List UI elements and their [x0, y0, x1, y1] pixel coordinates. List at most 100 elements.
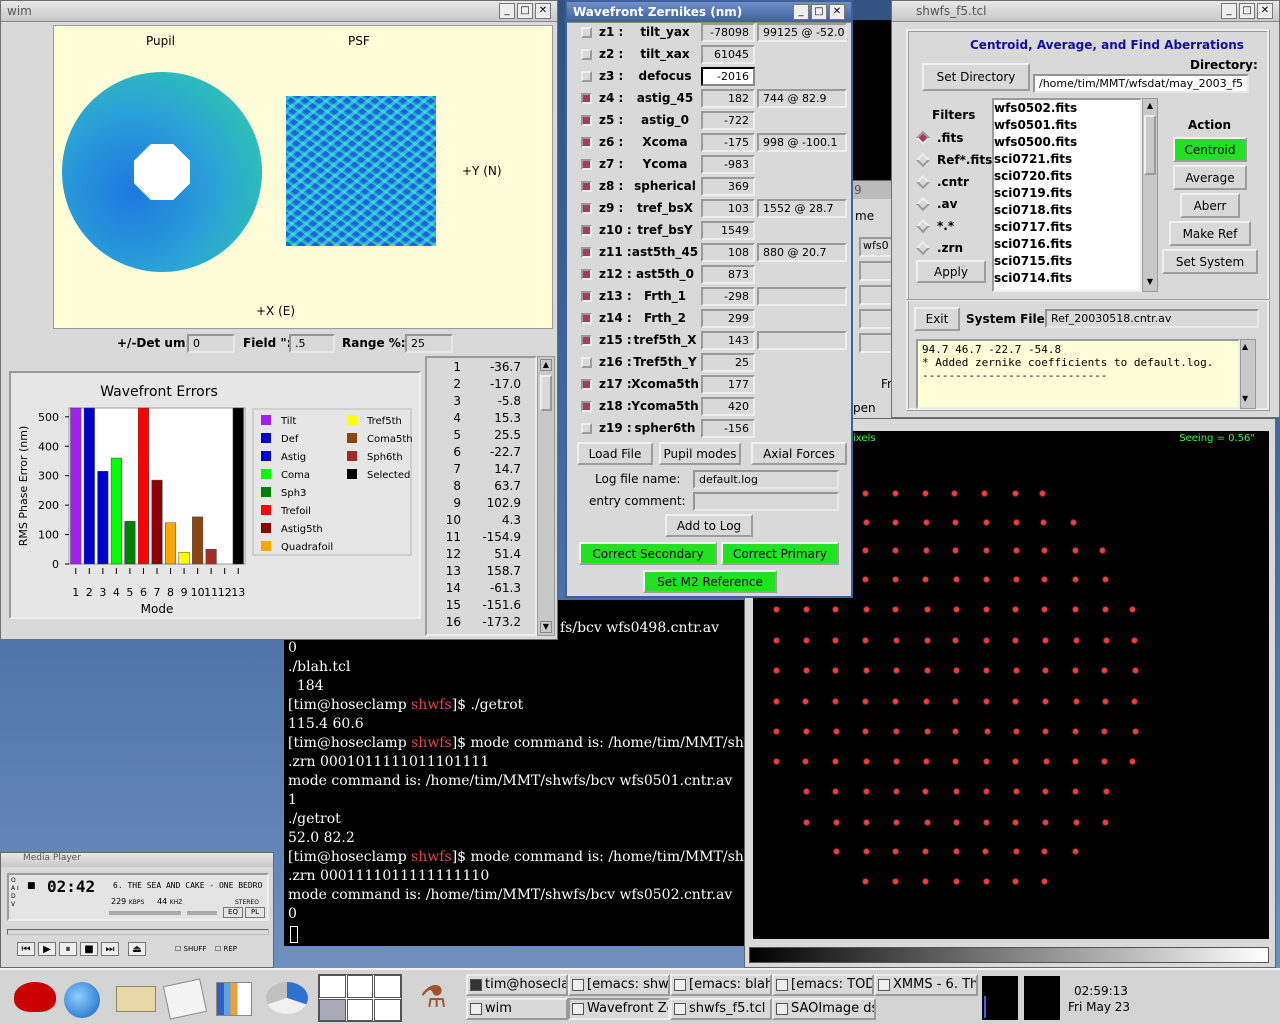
zernike-checkbox[interactable] — [581, 49, 592, 60]
zernike-checkbox[interactable] — [581, 269, 592, 280]
zernike-value[interactable]: 420 — [701, 397, 755, 416]
wim-window[interactable]: wim _ □ ✕ Pupil PSF +Y (N) +X (E) +/-Det… — [0, 0, 558, 640]
minimize-icon[interactable]: _ — [499, 3, 515, 19]
shwfs-window[interactable]: shwfs_f5.tcl _ □ ✕ Centroid, Average, an… — [891, 0, 1280, 418]
list-item[interactable]: 10 4.3 — [443, 513, 535, 530]
saoimage-window[interactable]: ixels Seeing = 0.56" — [744, 418, 1276, 968]
shwfs-log-text[interactable]: 94.7 46.7 -22.7 -54.8 * Added zernike co… — [916, 339, 1240, 409]
zernike-checkbox[interactable] — [581, 247, 592, 258]
zernike-magnitude[interactable]: 998 @ -100.1 — [757, 133, 847, 152]
task-button[interactable]: [emacs: TOD — [772, 974, 874, 996]
zernike-checkbox[interactable] — [581, 357, 592, 368]
maximize-icon[interactable]: □ — [811, 4, 827, 20]
zernike-value[interactable]: -722 — [701, 111, 755, 130]
axial-forces-button[interactable]: Axial Forces — [751, 442, 847, 465]
scroll-down-icon[interactable]: ▼ — [1242, 394, 1249, 403]
filter-label[interactable]: .zrn — [937, 241, 964, 255]
correct-primary-button[interactable]: Correct Primary — [721, 542, 839, 565]
file-list-item[interactable]: sci0717.fits — [994, 220, 1073, 234]
close-icon[interactable]: ✕ — [829, 4, 845, 20]
browser-icon[interactable] — [64, 982, 100, 1018]
zernike-checkbox[interactable] — [581, 313, 592, 324]
file-list[interactable]: wfs0502.fits wfs0501.fits wfs0500.fits sci0… — [992, 98, 1142, 292]
scroll-up-icon[interactable]: ▲ — [1146, 101, 1154, 110]
zernike-magnitude[interactable] — [757, 331, 847, 350]
pause-icon[interactable]: ⏸ — [59, 942, 77, 956]
system-file-input[interactable]: Ref_20030518.cntr.av — [1045, 309, 1259, 328]
filter-label[interactable]: .cntr — [937, 175, 969, 189]
scroll-up-icon[interactable]: ▲ — [540, 359, 552, 371]
zernike-checkbox[interactable] — [581, 379, 592, 390]
add-to-log-button[interactable]: Add to Log — [665, 514, 753, 537]
file-list-item[interactable]: wfs0501.fits — [994, 118, 1078, 132]
wim-titlebar[interactable]: wim _ □ ✕ — [1, 1, 557, 22]
zernike-checkbox[interactable] — [581, 291, 592, 302]
pl-button[interactable]: PL — [245, 907, 265, 918]
set-system-button[interactable]: Set System — [1162, 249, 1258, 274]
load-file-button[interactable]: Load File — [577, 442, 653, 465]
play-icon[interactable]: ▶ — [38, 942, 56, 956]
entry-comment-input[interactable] — [693, 492, 839, 511]
set-directory-button[interactable]: Set Directory — [922, 63, 1030, 91]
mail-icon[interactable] — [116, 986, 156, 1012]
zernike-value[interactable]: 61045 — [701, 45, 755, 64]
pupil-modes-button[interactable]: Pupil modes — [659, 442, 741, 465]
log-file-input[interactable]: default.log — [693, 470, 839, 489]
file-list-item[interactable]: sci0716.fits — [994, 237, 1073, 251]
zernike-value[interactable]: 103 — [701, 199, 755, 218]
zernike-value[interactable]: -2016 — [701, 67, 755, 86]
volume-slider[interactable] — [109, 911, 181, 915]
zernike-magnitude[interactable] — [757, 287, 847, 306]
file-list-item[interactable]: sci0719.fits — [994, 186, 1073, 200]
scroll-up-icon[interactable]: ▲ — [1242, 342, 1249, 351]
file-list-item[interactable]: sci0718.fits — [994, 203, 1073, 217]
list-item[interactable]: 9 102.9 — [443, 496, 535, 513]
zernike-checkbox[interactable] — [581, 137, 592, 148]
zernike-value[interactable]: 177 — [701, 375, 755, 394]
zernike-magnitude[interactable]: 880 @ 20.7 — [757, 243, 847, 262]
apply-button[interactable]: Apply — [916, 260, 986, 283]
presentation-icon[interactable] — [216, 982, 252, 1016]
zernike-magnitude[interactable]: 1552 @ 28.7 — [757, 199, 847, 218]
zernikes-titlebar[interactable]: Wavefront Zernikes (nm) _ □ ✕ — [567, 2, 851, 23]
task-button[interactable]: SAOImage ds — [772, 998, 876, 1020]
scroll-down-icon[interactable]: ▼ — [540, 621, 552, 633]
list-item[interactable]: 1 -36.7 — [443, 360, 535, 377]
scroll-thumb[interactable] — [1144, 115, 1156, 175]
workspace-switcher[interactable] — [318, 974, 402, 1022]
file-list-scrollbar[interactable]: ▲ ▼ — [1142, 98, 1158, 292]
zernike-checkbox[interactable] — [581, 115, 592, 126]
repeat-toggle[interactable]: ☐ REP — [215, 945, 238, 953]
zernike-value[interactable]: 108 — [701, 243, 755, 262]
file-list-item[interactable]: wfs0500.fits — [994, 135, 1078, 149]
scroll-down-icon[interactable]: ▼ — [1146, 277, 1154, 286]
file-list-item[interactable]: sci0715.fits — [994, 254, 1073, 268]
zernike-value[interactable]: -156 — [701, 419, 755, 438]
zernike-magnitude[interactable]: 99125 @ -52.0 — [757, 23, 847, 42]
zernike-value[interactable]: -78098 — [701, 23, 755, 42]
shuffle-toggle[interactable]: ☐ SHUFF — [175, 945, 207, 953]
list-item[interactable]: 14 -61.3 — [443, 581, 535, 598]
task-button[interactable]: Wavefront Ze — [568, 998, 670, 1020]
file-list-item[interactable]: sci0720.fits — [994, 169, 1073, 183]
zernike-checkbox[interactable] — [581, 401, 592, 412]
zernike-value[interactable]: -175 — [701, 133, 755, 152]
zernike-value[interactable]: 1549 — [701, 221, 755, 240]
zernike-checkbox[interactable] — [581, 203, 592, 214]
filter-label[interactable]: Ref*.fits — [937, 153, 993, 167]
filter-label[interactable]: .fits — [937, 131, 964, 145]
media-player-window[interactable]: Media Player O A I D V ■ 02:42 6. THE SE… — [0, 852, 274, 968]
zernike-value[interactable]: 143 — [701, 331, 755, 350]
zernike-checkbox[interactable] — [581, 71, 592, 82]
directory-input[interactable]: /home/tim/MMT/wfsdat/may_2003_f5 — [1033, 74, 1249, 93]
list-item[interactable]: 2 -17.0 — [443, 377, 535, 394]
next-icon[interactable]: ⏭ — [101, 942, 119, 956]
aberr-button[interactable]: Aberr — [1180, 193, 1240, 218]
zernike-value[interactable]: 873 — [701, 265, 755, 284]
zernike-value[interactable]: -983 — [701, 155, 755, 174]
list-item[interactable]: 8 63.7 — [443, 479, 535, 496]
balance-slider[interactable] — [187, 911, 217, 915]
task-button[interactable]: wim — [466, 998, 568, 1020]
zernike-value[interactable]: 25 — [701, 353, 755, 372]
zernike-value[interactable]: -298 — [701, 287, 755, 306]
